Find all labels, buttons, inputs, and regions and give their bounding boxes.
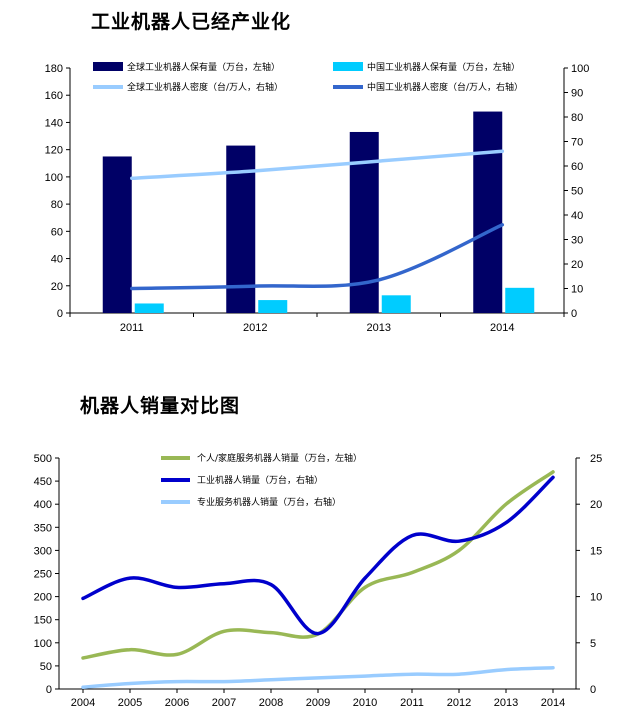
- chart2-line-professional-service: [81, 665, 555, 689]
- chart2-x-tick-label: 2007: [212, 697, 236, 709]
- chart1-right-tick-label: 70: [571, 137, 583, 149]
- chart2-legend-label: 专业服务机器人销量（万台，右轴）: [197, 496, 341, 508]
- chart1-title: 工业机器人已经产业化: [91, 11, 292, 33]
- chart1-legend-label: 中国工业机器人密度（台/万人，右轴）: [367, 81, 523, 93]
- chart1-legend-swatch: [93, 62, 123, 71]
- chart1-x-tick-label: 2014: [490, 322, 514, 334]
- chart1-left-tick-label: 20: [51, 281, 63, 293]
- chart1-bar-china: [381, 295, 411, 313]
- chart1-right-tick-label: 50: [571, 186, 583, 198]
- chart2-x-tick-label: 2014: [541, 697, 565, 709]
- chart2-x-tick-label: 2011: [400, 697, 424, 709]
- chart2-left-tick-label: 0: [46, 684, 52, 696]
- chart1-legend-label: 全球工业机器人密度（台/万人，右轴）: [127, 81, 283, 93]
- chart2-x-tick-label: 2009: [306, 697, 330, 709]
- chart1-right-tick-label: 80: [571, 112, 583, 124]
- chart2-left-tick-label: 400: [34, 499, 52, 511]
- chart1-right-tick-label: 100: [571, 63, 589, 75]
- chart2-x-tick-label: 2010: [353, 697, 377, 709]
- chart2-legend-label: 工业机器人销量（万台，右轴）: [197, 474, 323, 486]
- chart2-x-tick-label: 2012: [447, 697, 471, 709]
- chart1-left-tick-label: 120: [45, 145, 63, 157]
- chart1-x-tick-label: 2011: [120, 322, 144, 334]
- chart2-x-tick-label: 2005: [118, 697, 142, 709]
- chart1-right-tick-label: 0: [571, 308, 577, 320]
- chart2-right-tick-label: 10: [590, 592, 602, 604]
- chart1-legend-label: 全球工业机器人保有量（万台，左轴）: [127, 61, 280, 73]
- chart2-left-tick-label: 150: [34, 615, 52, 627]
- chart2-right-tick-label: 25: [590, 453, 602, 465]
- chart1-x-tick-label: 2013: [367, 322, 391, 334]
- chart1-bar-china: [134, 303, 164, 313]
- chart2-x-tick-label: 2006: [165, 697, 189, 709]
- chart1-bar-china: [258, 300, 288, 313]
- chart1-bar-global: [102, 156, 132, 313]
- chart1-legend-label: 中国工业机器人保有量（万台，左轴）: [367, 61, 520, 73]
- chart1-left-tick-label: 60: [51, 226, 63, 238]
- chart1-left-tick-label: 160: [45, 90, 63, 102]
- chart1-line-china-density: [130, 223, 505, 291]
- chart1-right-tick-label: 30: [571, 235, 583, 247]
- chart2-left-tick-label: 250: [34, 569, 52, 581]
- chart2-x-tick-label: 2013: [494, 697, 518, 709]
- chart2-title: 机器人销量对比图: [80, 395, 241, 417]
- chart1-right-tick-label: 20: [571, 259, 583, 271]
- chart2-left-tick-label: 100: [34, 638, 52, 650]
- chart1-left-tick-label: 0: [57, 308, 63, 320]
- chart2-left-tick-label: 350: [34, 522, 52, 534]
- chart2-line-industrial: [81, 475, 555, 636]
- chart2-right-tick-label: 5: [590, 638, 596, 650]
- chart1-line-global-density: [130, 149, 505, 181]
- chart2-left-tick-label: 450: [34, 476, 52, 488]
- chart1-right-tick-label: 60: [571, 161, 583, 173]
- chart1-left-tick-label: 180: [45, 63, 63, 75]
- chart2-right-tick-label: 15: [590, 545, 602, 557]
- chart1-right-tick-label: 90: [571, 88, 583, 100]
- chart2-right-tick-label: 0: [590, 684, 596, 696]
- chart1-left-tick-label: 40: [51, 254, 63, 266]
- chart1-right-tick-label: 10: [571, 284, 583, 296]
- chart1-left-tick-label: 80: [51, 199, 63, 211]
- chart1-left-tick-label: 100: [45, 172, 63, 184]
- chart1-bar-global: [473, 111, 503, 313]
- chart2-left-tick-label: 50: [40, 661, 52, 673]
- chart2-left-tick-label: 200: [34, 592, 52, 604]
- chart2-x-tick-label: 2008: [259, 697, 283, 709]
- chart1-legend-swatch: [333, 62, 363, 71]
- chart1-bar-china: [505, 287, 535, 313]
- chart2-legend-label: 个人/家庭服务机器人销量（万台，左轴）: [197, 452, 362, 464]
- chart1-x-tick-label: 2012: [243, 322, 267, 334]
- chart2-x-tick-label: 2004: [71, 697, 95, 709]
- chart2-left-tick-label: 500: [34, 453, 52, 465]
- chart2-right-tick-label: 20: [590, 499, 602, 511]
- chart1-right-tick-label: 40: [571, 210, 583, 222]
- chart2-left-tick-label: 300: [34, 545, 52, 557]
- chart1-left-tick-label: 140: [45, 117, 63, 129]
